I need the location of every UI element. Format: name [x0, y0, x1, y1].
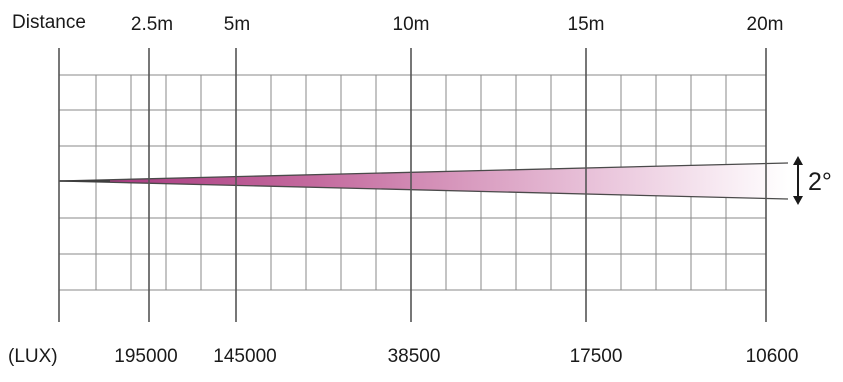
lux-15m: 17500: [570, 346, 623, 367]
beam-edge-top: [58, 162, 789, 182]
lux-2.5m: 195000: [114, 346, 177, 367]
beam-angle-arrow-icon: [793, 156, 803, 205]
distance-10m: 10m: [393, 14, 430, 35]
lux-20m: 10600: [746, 346, 799, 367]
lux-10m: 38500: [388, 346, 441, 367]
light-beam: [59, 163, 788, 199]
distance-5m: 5m: [224, 14, 250, 35]
beam-angle-label: 2°: [808, 168, 832, 196]
beam-edge-bottom: [58, 180, 789, 200]
lux-label: (LUX): [8, 346, 58, 367]
distance-2.5m: 2.5m: [131, 14, 173, 35]
distance-label: Distance: [12, 12, 86, 33]
lux-5m: 145000: [213, 346, 276, 367]
distance-20m: 20m: [747, 14, 784, 35]
distance-15m: 15m: [568, 14, 605, 35]
